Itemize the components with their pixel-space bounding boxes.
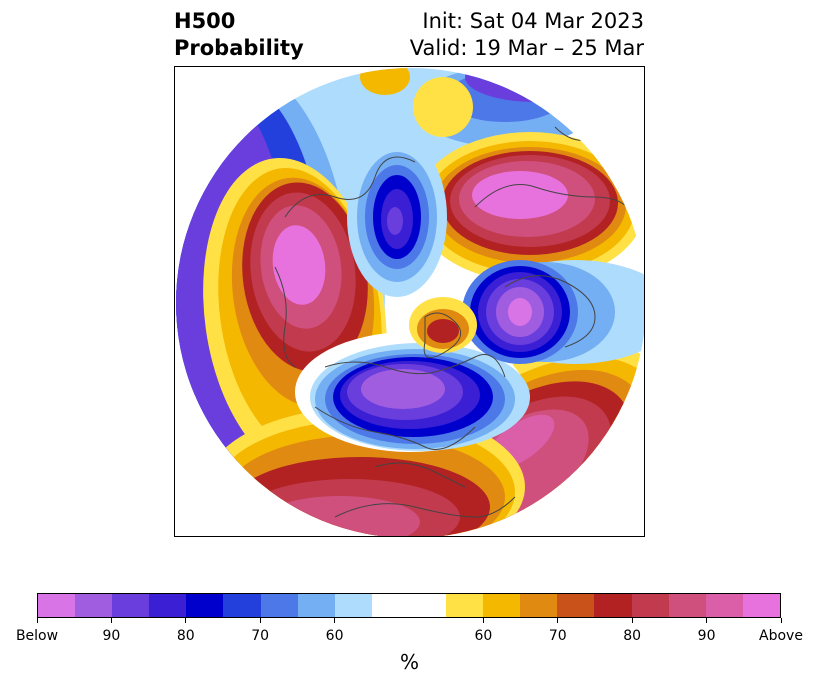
chart-title: H500 Probability [174, 8, 304, 62]
colorbar-cell [520, 594, 558, 617]
above-anomaly-west [203, 158, 387, 476]
colorbar-cell [149, 594, 187, 617]
colorbar-tick-label: 80 [623, 628, 642, 644]
map-panel [174, 66, 645, 537]
colorbar-tick-mark [185, 618, 187, 623]
colorbar-cell [38, 594, 76, 617]
init-date: Init: Sat 04 Mar 2023 [422, 9, 644, 33]
colorbar-tick-mark [36, 618, 38, 623]
colorbar-cell [75, 594, 113, 617]
colorbar-cell [742, 594, 780, 617]
colorbar-cell [446, 594, 484, 617]
colorbar-cell [594, 594, 632, 617]
colorbar-tick-mark [110, 618, 112, 623]
colorbar-cell [223, 594, 261, 617]
colorbar-tick-mark [482, 618, 484, 623]
above-anomaly-pole [360, 68, 477, 353]
title-line-1: H500 [174, 9, 236, 33]
colorbar-cell [408, 594, 447, 617]
probability-map [176, 68, 644, 536]
colorbar-cell [371, 594, 409, 617]
colorbar-tick-mark [706, 618, 708, 623]
colorbar-tick-mark [557, 618, 559, 623]
colorbar-cell [297, 594, 335, 617]
colorbar-tick-label: 70 [251, 628, 270, 644]
colorbar-tick-label: 60 [474, 628, 493, 644]
colorbar-tick-label: Above [759, 628, 803, 644]
colorbar-tick-label: 90 [697, 628, 716, 644]
colorbar-tick-mark [631, 618, 633, 623]
colorbar-tick-label: 80 [176, 628, 195, 644]
colorbar-cell [186, 594, 224, 617]
colorbar-tick-mark [259, 618, 261, 623]
title-line-2: Probability [174, 36, 304, 60]
colorbar [37, 593, 781, 618]
colorbar-tick-label: 70 [548, 628, 567, 644]
colorbar-cell [668, 594, 706, 617]
colorbar-cell [557, 594, 595, 617]
colorbar-cell [483, 594, 521, 617]
colorbar-tick-mark [334, 618, 336, 623]
colorbar-cell [334, 594, 372, 617]
date-info: Init: Sat 04 Mar 2023 Valid: 19 Mar – 25… [410, 8, 644, 62]
colorbar-cell [705, 594, 743, 617]
colorbar-cell [112, 594, 150, 617]
colorbar-cell [631, 594, 669, 617]
valid-range: Valid: 19 Mar – 25 Mar [409, 36, 644, 60]
colorbar-tick-label: 90 [102, 628, 121, 644]
above-anomaly-northeast [415, 132, 644, 282]
below-anomaly-east [462, 260, 644, 364]
colorbar-unit-label: % [399, 650, 419, 674]
below-anomaly-north [347, 137, 447, 297]
probability-field [176, 68, 644, 536]
colorbar-cell [260, 594, 298, 617]
colorbar-tick-label: Below [15, 628, 59, 644]
colorbar-tick-label: 60 [325, 628, 344, 644]
colorbar-tick-mark [780, 618, 782, 623]
